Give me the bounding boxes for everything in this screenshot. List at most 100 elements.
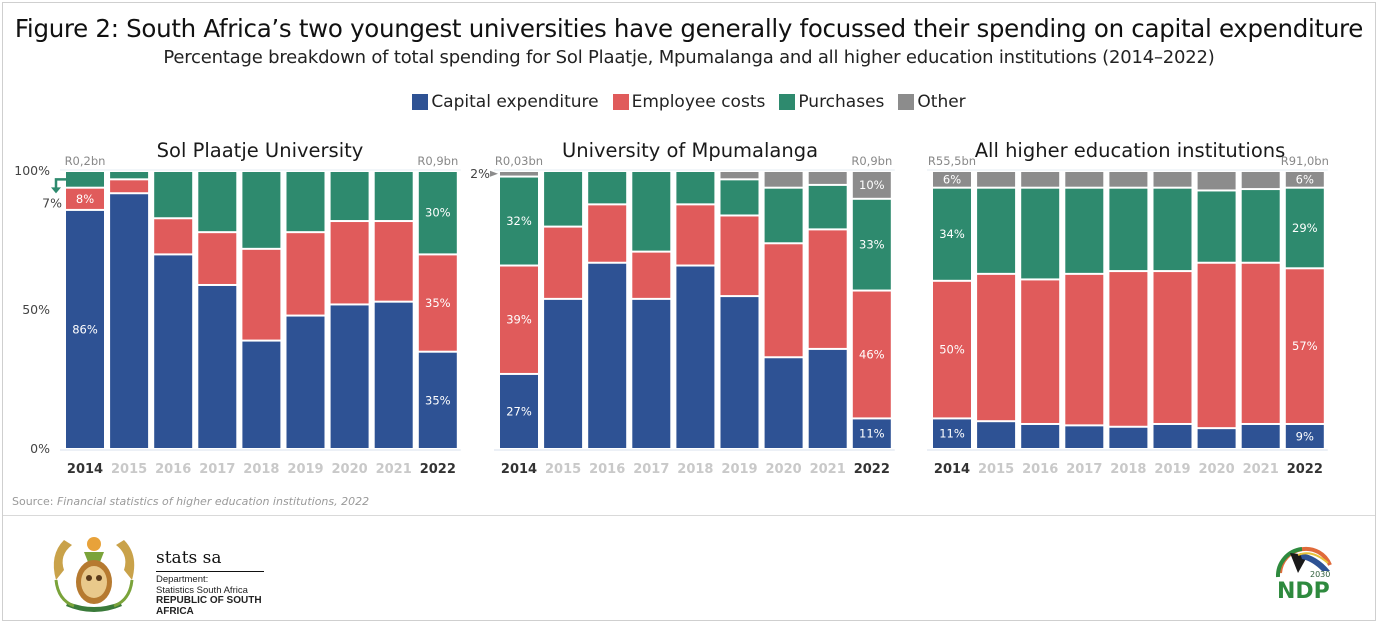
university-of-mpumalanga-x-tick-2022: 2022 bbox=[854, 462, 890, 477]
all-higher-education-institutions-x-tick-2016: 2016 bbox=[1022, 462, 1058, 477]
all-higher-education-institutions-bar-2014-other bbox=[933, 172, 971, 187]
all-higher-education-institutions-title: All higher education institutions bbox=[975, 139, 1286, 162]
stats-sa-rule bbox=[156, 571, 264, 572]
university-of-mpumalanga-x-tick-2017: 2017 bbox=[633, 462, 669, 477]
all-higher-education-institutions-bar-2022-employee-costs bbox=[1285, 269, 1324, 423]
university-of-mpumalanga-bar-2019-other bbox=[720, 172, 759, 179]
legend-item-other: Other bbox=[898, 92, 966, 112]
sol-plaatje-university-bar-2017-capital-expenditure bbox=[198, 285, 237, 448]
university-of-mpumalanga-bar-2022-employee-costs bbox=[852, 291, 891, 418]
all-higher-education-institutions-bar-2019-capital-expenditure bbox=[1153, 424, 1192, 448]
sol-plaatje-university-x-tick-2014: 2014 bbox=[67, 462, 103, 477]
sol-plaatje-university-bar-2016-capital-expenditure bbox=[154, 255, 193, 448]
all-higher-education-institutions-bar-2022-other bbox=[1285, 172, 1324, 187]
sol-plaatje-university-bar-2017-employee-costs bbox=[198, 233, 237, 284]
university-of-mpumalanga-data-label-2022-purchases: 33% bbox=[859, 238, 885, 252]
legend-label-purchases: Purchases bbox=[798, 92, 885, 112]
all-higher-education-institutions-data-label-2022-purchases: 29% bbox=[1292, 221, 1318, 235]
all-higher-education-institutions-bar-2014-capital-expenditure bbox=[933, 419, 971, 448]
all-higher-education-institutions-data-label-2014-purchases: 34% bbox=[939, 227, 965, 241]
university-of-mpumalanga-bar-2015-purchases bbox=[544, 172, 583, 226]
sol-plaatje-university-bar-2020-purchases bbox=[330, 172, 369, 221]
ndp-flag-icon: 2030 NDP bbox=[1275, 546, 1332, 604]
sol-plaatje-university-bar-2022-purchases bbox=[418, 172, 457, 254]
university-of-mpumalanga-x-tick-2021: 2021 bbox=[810, 462, 846, 477]
university-of-mpumalanga-bar-2022-other bbox=[852, 172, 891, 198]
figure-subtitle: Percentage breakdown of total spending f… bbox=[163, 47, 1215, 68]
ndp-2030-logo: 2030 NDP bbox=[1272, 543, 1338, 604]
sol-plaatje-university-bar-2018-purchases bbox=[242, 172, 281, 248]
all-higher-education-institutions-data-label-2022-other: 6% bbox=[1296, 172, 1314, 186]
university-of-mpumalanga-bar-2019-employee-costs bbox=[720, 216, 759, 296]
all-higher-education-institutions-bar-2021-other bbox=[1241, 172, 1280, 189]
all-higher-education-institutions-total-2022: R91,0bn bbox=[1281, 154, 1329, 168]
legend: Capital expenditure Employee costs Purch… bbox=[0, 92, 1378, 112]
university-of-mpumalanga-bar-2022-purchases bbox=[852, 199, 891, 290]
all-higher-education-institutions-x-tick-2021: 2021 bbox=[1243, 462, 1279, 477]
university-of-mpumalanga-data-label-2014-purchases: 32% bbox=[506, 214, 532, 228]
university-of-mpumalanga-bar-2017-employee-costs bbox=[632, 252, 671, 298]
sol-plaatje-university-bar-2020-employee-costs bbox=[330, 222, 369, 304]
all-higher-education-institutions-x-tick-2022: 2022 bbox=[1287, 462, 1323, 477]
university-of-mpumalanga-x-tick-2016: 2016 bbox=[589, 462, 625, 477]
legend-swatch-purchases bbox=[779, 94, 796, 110]
university-of-mpumalanga-bar-2020-capital-expenditure bbox=[764, 358, 803, 448]
university-of-mpumalanga-data-label-2014-employee-costs: 39% bbox=[506, 313, 532, 327]
university-of-mpumalanga-bar-2014-employee-costs bbox=[500, 266, 538, 373]
sol-plaatje-university-bar-2019-employee-costs bbox=[286, 233, 325, 315]
university-of-mpumalanga-x-tick-2015: 2015 bbox=[545, 462, 581, 477]
all-higher-education-institutions-data-label-2022-capital-expenditure: 9% bbox=[1296, 429, 1314, 443]
sol-plaatje-university-bar-2022-employee-costs bbox=[418, 255, 457, 351]
all-higher-education-institutions-bar-2015-employee-costs bbox=[977, 274, 1016, 421]
legend-item-employee: Employee costs bbox=[612, 92, 766, 112]
university-of-mpumalanga-bar-2014-purchases bbox=[500, 177, 538, 265]
university-of-mpumalanga-bar-2016-employee-costs bbox=[588, 205, 627, 262]
all-higher-education-institutions-x-tick-2014: 2014 bbox=[934, 462, 970, 477]
all-higher-education-institutions-bar-2014-employee-costs bbox=[933, 281, 971, 418]
dept-line1: Department: bbox=[156, 574, 209, 585]
sol-plaatje-university-bar-2021-employee-costs bbox=[374, 222, 413, 301]
sol-plaatje-university-bar-2014-purchases bbox=[66, 172, 104, 187]
sol-plaatje-university-bar-2019-capital-expenditure bbox=[286, 316, 325, 448]
all-higher-education-institutions-bar-2018-purchases bbox=[1109, 188, 1148, 271]
svg-text:NDP: NDP bbox=[1277, 579, 1330, 603]
university-of-mpumalanga-bar-2019-purchases bbox=[720, 180, 759, 215]
sol-plaatje-university-bar-2022-capital-expenditure bbox=[418, 352, 457, 448]
all-higher-education-institutions-bar-2017-other bbox=[1065, 172, 1104, 187]
footer-divider bbox=[3, 515, 1375, 516]
sol-plaatje-university-x-tick-2017: 2017 bbox=[199, 462, 235, 477]
university-of-mpumalanga-x-tick-2020: 2020 bbox=[766, 462, 802, 477]
all-higher-education-institutions-bar-2017-purchases bbox=[1065, 188, 1104, 273]
legend-swatch-capital bbox=[412, 94, 429, 110]
legend-label-employee: Employee costs bbox=[631, 92, 766, 112]
sol-plaatje-university-bar-2020-capital-expenditure bbox=[330, 305, 369, 448]
sol-plaatje-university-bar-2015-employee-costs bbox=[110, 180, 149, 193]
all-higher-education-institutions-bar-2018-employee-costs bbox=[1109, 272, 1148, 426]
all-higher-education-institutions-bar-2015-other bbox=[977, 172, 1016, 187]
all-higher-education-institutions-bar-2015-capital-expenditure bbox=[977, 422, 1016, 448]
university-of-mpumalanga-title: University of Mpumalanga bbox=[562, 139, 818, 162]
all-higher-education-institutions-bar-2020-employee-costs bbox=[1197, 263, 1236, 428]
figure-title: Figure 2: South Africa’s two youngest un… bbox=[14, 14, 1364, 43]
all-higher-education-institutions-data-label-2022-employee-costs: 57% bbox=[1292, 339, 1318, 353]
university-of-mpumalanga-x-tick-2019: 2019 bbox=[721, 462, 757, 477]
all-higher-education-institutions-x-tick-2018: 2018 bbox=[1110, 462, 1146, 477]
all-higher-education-institutions-bar-2020-purchases bbox=[1197, 191, 1236, 262]
university-of-mpumalanga-bar-2019-capital-expenditure bbox=[720, 297, 759, 448]
sol-plaatje-university-bar-2017-purchases bbox=[198, 172, 237, 232]
stats-sa-wordmark: stats sa bbox=[156, 548, 222, 568]
sol-plaatje-university-data-label-2014-capital-expenditure: 86% bbox=[72, 322, 98, 336]
all-higher-education-institutions-bar-2020-other bbox=[1197, 172, 1236, 190]
university-of-mpumalanga-bar-2017-purchases bbox=[632, 172, 671, 251]
legend-item-capital: Capital expenditure bbox=[412, 92, 599, 112]
university-of-mpumalanga-bar-2020-other bbox=[764, 172, 803, 187]
all-higher-education-institutions-bar-2022-purchases bbox=[1285, 188, 1324, 268]
all-higher-education-institutions-bar-2021-purchases bbox=[1241, 190, 1280, 262]
all-higher-education-institutions-bar-2018-capital-expenditure bbox=[1109, 427, 1148, 448]
university-of-mpumalanga-bar-2021-employee-costs bbox=[808, 230, 847, 348]
all-higher-education-institutions-bar-2017-employee-costs bbox=[1065, 274, 1104, 425]
university-of-mpumalanga-bar-2020-purchases bbox=[764, 188, 803, 243]
dept-line2: Statistics South Africa bbox=[156, 584, 248, 596]
all-higher-education-institutions-bar-2018-other bbox=[1109, 172, 1148, 187]
sol-plaatje-university-bar-2015-purchases bbox=[110, 172, 149, 179]
